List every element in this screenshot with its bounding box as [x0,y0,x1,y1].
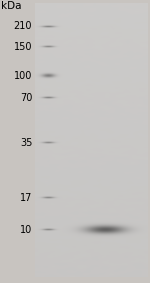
Text: 210: 210 [14,21,32,31]
Text: 17: 17 [20,192,32,203]
Text: 35: 35 [20,138,32,148]
Text: 70: 70 [20,93,32,102]
Text: 100: 100 [14,71,32,81]
Text: 10: 10 [20,225,32,235]
Text: kDa: kDa [2,1,22,11]
Text: 150: 150 [14,42,32,52]
